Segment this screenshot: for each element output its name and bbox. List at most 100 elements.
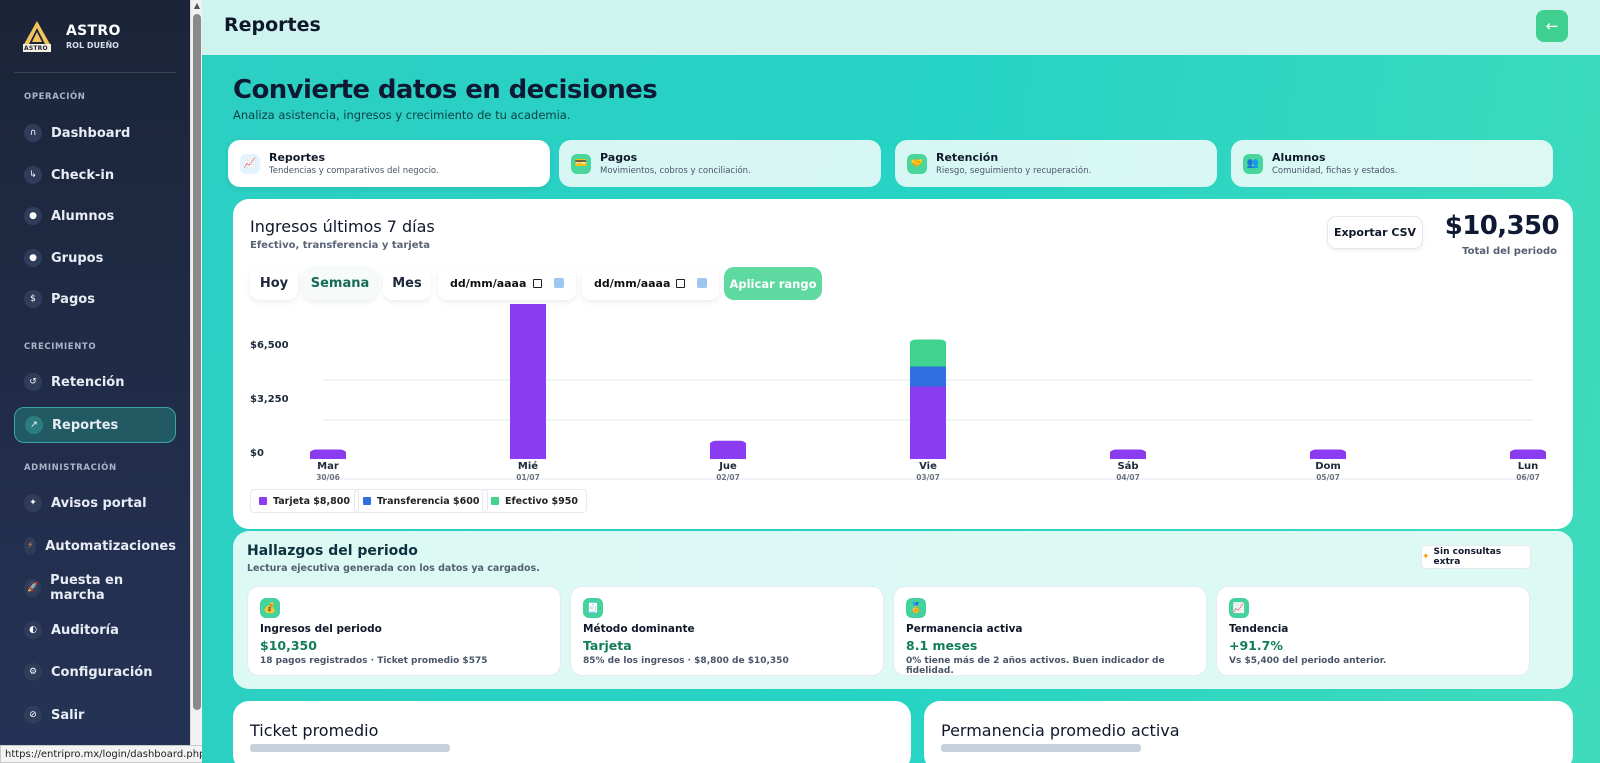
- x-tick-label: Lun: [1518, 461, 1539, 472]
- bar-cap: [310, 449, 346, 458]
- groups-icon: ●: [24, 249, 42, 267]
- total-value: $10,350: [1444, 211, 1560, 241]
- sidebar-item-automatizaciones[interactable]: ⚡ Automatizaciones: [14, 528, 176, 564]
- date-from-input[interactable]: dd/mm/aaaa: [438, 267, 576, 300]
- sidebar-item-alumnos[interactable]: ● Alumnos: [14, 198, 176, 234]
- finding-tendencia: 📈 Tendencia +91.7% Vs $5,400 del periodo…: [1216, 586, 1530, 676]
- finding-metodo: 🧾 Método dominante Tarjeta 85% de los in…: [570, 586, 884, 676]
- finding-desc: 18 pagos registrados · Ticket promedio $…: [260, 656, 488, 666]
- sidebar-item-label: Alumnos: [51, 208, 115, 224]
- receipt-icon: 🧾: [583, 598, 603, 618]
- section-crecimiento: CRECIMIENTO: [24, 342, 97, 352]
- apply-range-button[interactable]: Aplicar rango: [724, 267, 822, 300]
- x-tick-label: Vie: [919, 461, 937, 472]
- sidebar-item-label: Retención: [51, 374, 125, 390]
- nav-card-retencion[interactable]: 🤝 Retención Riesgo, seguimiento y recuper…: [895, 140, 1217, 187]
- nav-card-pagos[interactable]: 💳 Pagos Movimientos, cobros y conciliació…: [559, 140, 881, 187]
- rocket-icon: 🚀: [24, 579, 42, 597]
- sidebar-item-puesta-en-marcha[interactable]: 🚀 Puesta en marcha: [14, 570, 176, 606]
- sidebar-item-dashboard[interactable]: ∩ Dashboard: [14, 115, 176, 151]
- sparkle-icon: ✦: [1422, 552, 1430, 562]
- date-to-input[interactable]: dd/mm/aaaa: [582, 267, 719, 300]
- range-today-button[interactable]: Hoy: [250, 267, 298, 300]
- finding-title: Tendencia: [1229, 623, 1289, 635]
- nav-card-title: Reportes: [269, 151, 326, 164]
- x-tick-label: Mar: [317, 461, 339, 472]
- sidebar-item-label: Avisos portal: [51, 495, 147, 511]
- legend-swatch: [363, 497, 371, 505]
- dashboard-icon: ∩: [24, 124, 42, 142]
- brand[interactable]: ASTRO ASTRO ROL DUEÑO: [22, 20, 121, 52]
- x-tick-date: 02/07: [716, 473, 740, 482]
- sidebar-item-label: Dashboard: [51, 125, 131, 141]
- sidebar-item-grupos[interactable]: ● Grupos: [14, 240, 176, 276]
- nav-card-desc: Tendencias y comparativos del negocio.: [269, 166, 439, 176]
- dollar-icon: $: [24, 290, 42, 308]
- sidebar-item-configuracion[interactable]: ⚙ Configuración: [14, 654, 176, 690]
- sidebar-item-label: Pagos: [51, 291, 95, 307]
- bolt-icon: ⚡: [24, 537, 37, 555]
- income-title: Ingresos últimos 7 días: [250, 217, 435, 236]
- findings-title: Hallazgos del periodo: [247, 543, 418, 559]
- section-administracion: ADMINISTRACIÓN: [24, 463, 117, 473]
- topbar: Reportes ←: [202, 0, 1600, 55]
- x-tick-label: Jue: [718, 461, 737, 472]
- income-subtitle: Efectivo, transferencia y tarjeta: [250, 240, 431, 251]
- calendar-picker-icon[interactable]: [554, 278, 564, 288]
- range-month-button[interactable]: Mes: [383, 267, 431, 300]
- arrow-left-icon: ←: [1545, 17, 1559, 35]
- ticket-card-title: Ticket promedio: [250, 721, 379, 740]
- nav-card-title: Pagos: [600, 151, 638, 164]
- retention-icon: ↺: [24, 373, 42, 391]
- finding-title: Permanencia activa: [906, 623, 1023, 635]
- legend-label: Transferencia $600: [377, 495, 480, 507]
- legend-swatch: [259, 497, 267, 505]
- hero-title: Convierte datos en decisiones: [233, 75, 658, 105]
- finding-desc: 0% tiene más de 2 años activos. Buen ind…: [906, 656, 1165, 676]
- permanence-card-subtitle-cutoff: [941, 744, 1141, 752]
- finding-permanencia: 🏅 Permanencia activa 8.1 meses 0% tiene …: [893, 586, 1207, 676]
- calendar-icon[interactable]: [533, 279, 542, 288]
- finding-ingresos: 💰 Ingresos del periodo $10,350 18 pagos …: [247, 586, 561, 676]
- y-tick-label: $6,500: [250, 340, 289, 351]
- sidebar-item-retencion[interactable]: ↺ Retención: [14, 364, 176, 400]
- nav-card-desc: Comunidad, fichas y estados.: [1272, 166, 1398, 176]
- sidebar-item-reportes[interactable]: ↗ Reportes: [14, 407, 176, 443]
- hero-subtitle: Analiza asistencia, ingresos y crecimien…: [233, 108, 571, 122]
- scroll-thumb[interactable]: [193, 14, 201, 710]
- sidebar-item-label: Auditoría: [51, 622, 119, 638]
- x-tick-date: 01/07: [516, 473, 540, 482]
- nav-card-alumnos[interactable]: 👥 Alumnos Comunidad, fichas y estados.: [1231, 140, 1553, 187]
- sidebar-divider: [14, 72, 176, 73]
- export-csv-button[interactable]: Exportar CSV: [1327, 216, 1423, 249]
- range-week-button[interactable]: Semana: [303, 267, 377, 300]
- x-tick-label: Mié: [518, 460, 538, 472]
- back-button[interactable]: ←: [1536, 10, 1568, 42]
- finding-desc: 85% de los ingresos · $8,800 de $10,350: [583, 656, 789, 666]
- legend-transferencia: Transferencia $600: [354, 489, 489, 513]
- calendar-picker-icon[interactable]: [697, 278, 707, 288]
- sidebar-item-checkin[interactable]: ↳ Check-in: [14, 157, 176, 193]
- nav-card-desc: Riesgo, seguimiento y recuperación.: [936, 166, 1092, 176]
- sidebar-item-pagos[interactable]: $ Pagos: [14, 281, 176, 317]
- date-from-placeholder: dd/mm/aaaa: [450, 277, 527, 290]
- sidebar-item-salir[interactable]: ⊘ Salir: [14, 697, 176, 733]
- sidebar-item-label: Automatizaciones: [45, 538, 176, 554]
- legend-label: Tarjeta $8,800: [273, 495, 350, 507]
- nav-card-reportes[interactable]: 📈 Reportes Tendencias y comparativos del …: [228, 140, 550, 187]
- ticket-card-subtitle-cutoff: [250, 744, 450, 752]
- scroll-up-icon[interactable]: ▲: [193, 1, 201, 10]
- sidebar-item-avisos[interactable]: ✦ Avisos portal: [14, 485, 176, 521]
- sidebar-scrollbar[interactable]: ▲ ▼: [190, 0, 202, 763]
- people-icon: 👥: [1243, 153, 1263, 174]
- chart-icon: 📈: [240, 153, 260, 174]
- sidebar-item-auditoria[interactable]: ◐ Auditoría: [14, 612, 176, 648]
- finding-value: Tarjeta: [583, 638, 632, 653]
- bar-cap: [710, 440, 746, 449]
- findings-card: Hallazgos del periodo Lectura ejecutiva …: [233, 531, 1573, 689]
- calendar-icon[interactable]: [676, 279, 685, 288]
- findings-subtitle: Lectura ejecutiva generada con los datos…: [247, 563, 540, 574]
- total-label: Total del periodo: [1462, 246, 1557, 257]
- y-tick-label: $3,250: [250, 394, 289, 405]
- sidebar-item-label: Puesta en marcha: [50, 573, 124, 603]
